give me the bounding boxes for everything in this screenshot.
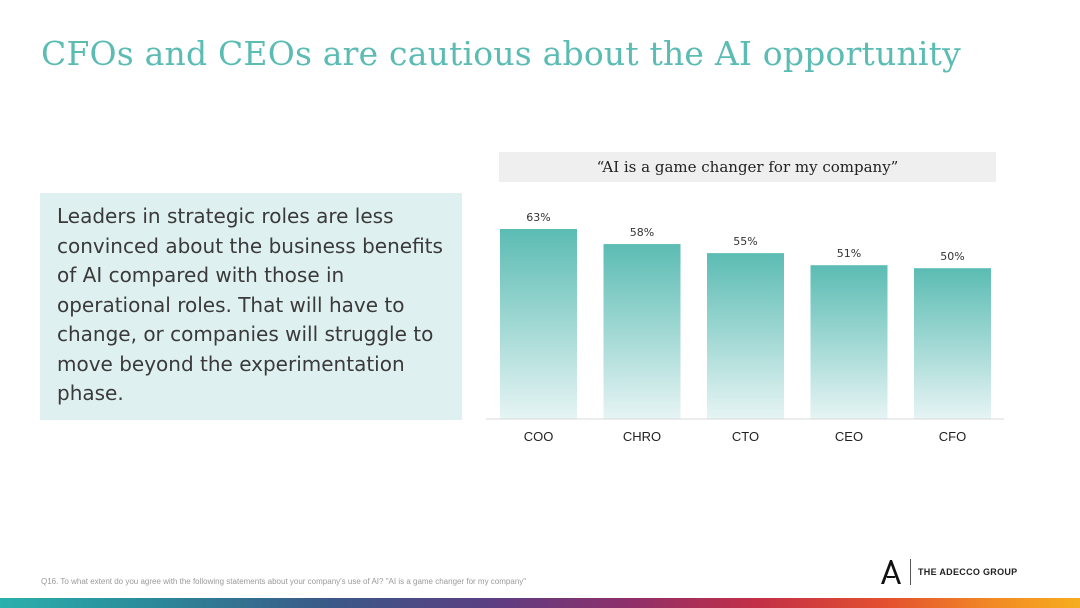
bar-cto xyxy=(707,253,784,419)
callout-box: Leaders in strategic roles are less conv… xyxy=(40,193,462,420)
adecco-a-icon xyxy=(881,560,901,584)
logo-text: THE ADECCO GROUP xyxy=(918,567,1018,577)
chart-title: “AI is a game changer for my company” xyxy=(499,152,996,182)
bar-coo xyxy=(500,229,577,419)
adecco-logo: THE ADECCO GROUP xyxy=(880,559,1017,585)
bar-chro xyxy=(603,244,681,419)
callout-text: Leaders in strategic roles are less conv… xyxy=(57,204,443,405)
gradient-footer-bar xyxy=(0,598,1080,608)
bar-chart: 63% COO 58% CHRO 55% CTO 51% CEO 50% CFO xyxy=(486,211,1004,444)
footnote: Q16. To what extent do you agree with th… xyxy=(41,577,527,586)
category-label-ceo: CEO xyxy=(835,429,863,444)
category-label-cto: CTO xyxy=(732,429,759,444)
logo-divider xyxy=(910,559,911,585)
bar-ceo xyxy=(810,265,888,419)
category-label-chro: CHRO xyxy=(623,429,661,444)
value-label-cfo: 50% xyxy=(940,250,964,263)
category-label-cfo: CFO xyxy=(939,429,966,444)
value-label-chro: 58% xyxy=(630,226,654,239)
bar-cfo xyxy=(914,268,991,419)
category-label-coo: COO xyxy=(524,429,554,444)
value-label-ceo: 51% xyxy=(837,247,861,260)
value-label-coo: 63% xyxy=(526,211,550,224)
page-title: CFOs and CEOs are cautious about the AI … xyxy=(41,34,961,73)
value-label-cto: 55% xyxy=(733,235,757,248)
